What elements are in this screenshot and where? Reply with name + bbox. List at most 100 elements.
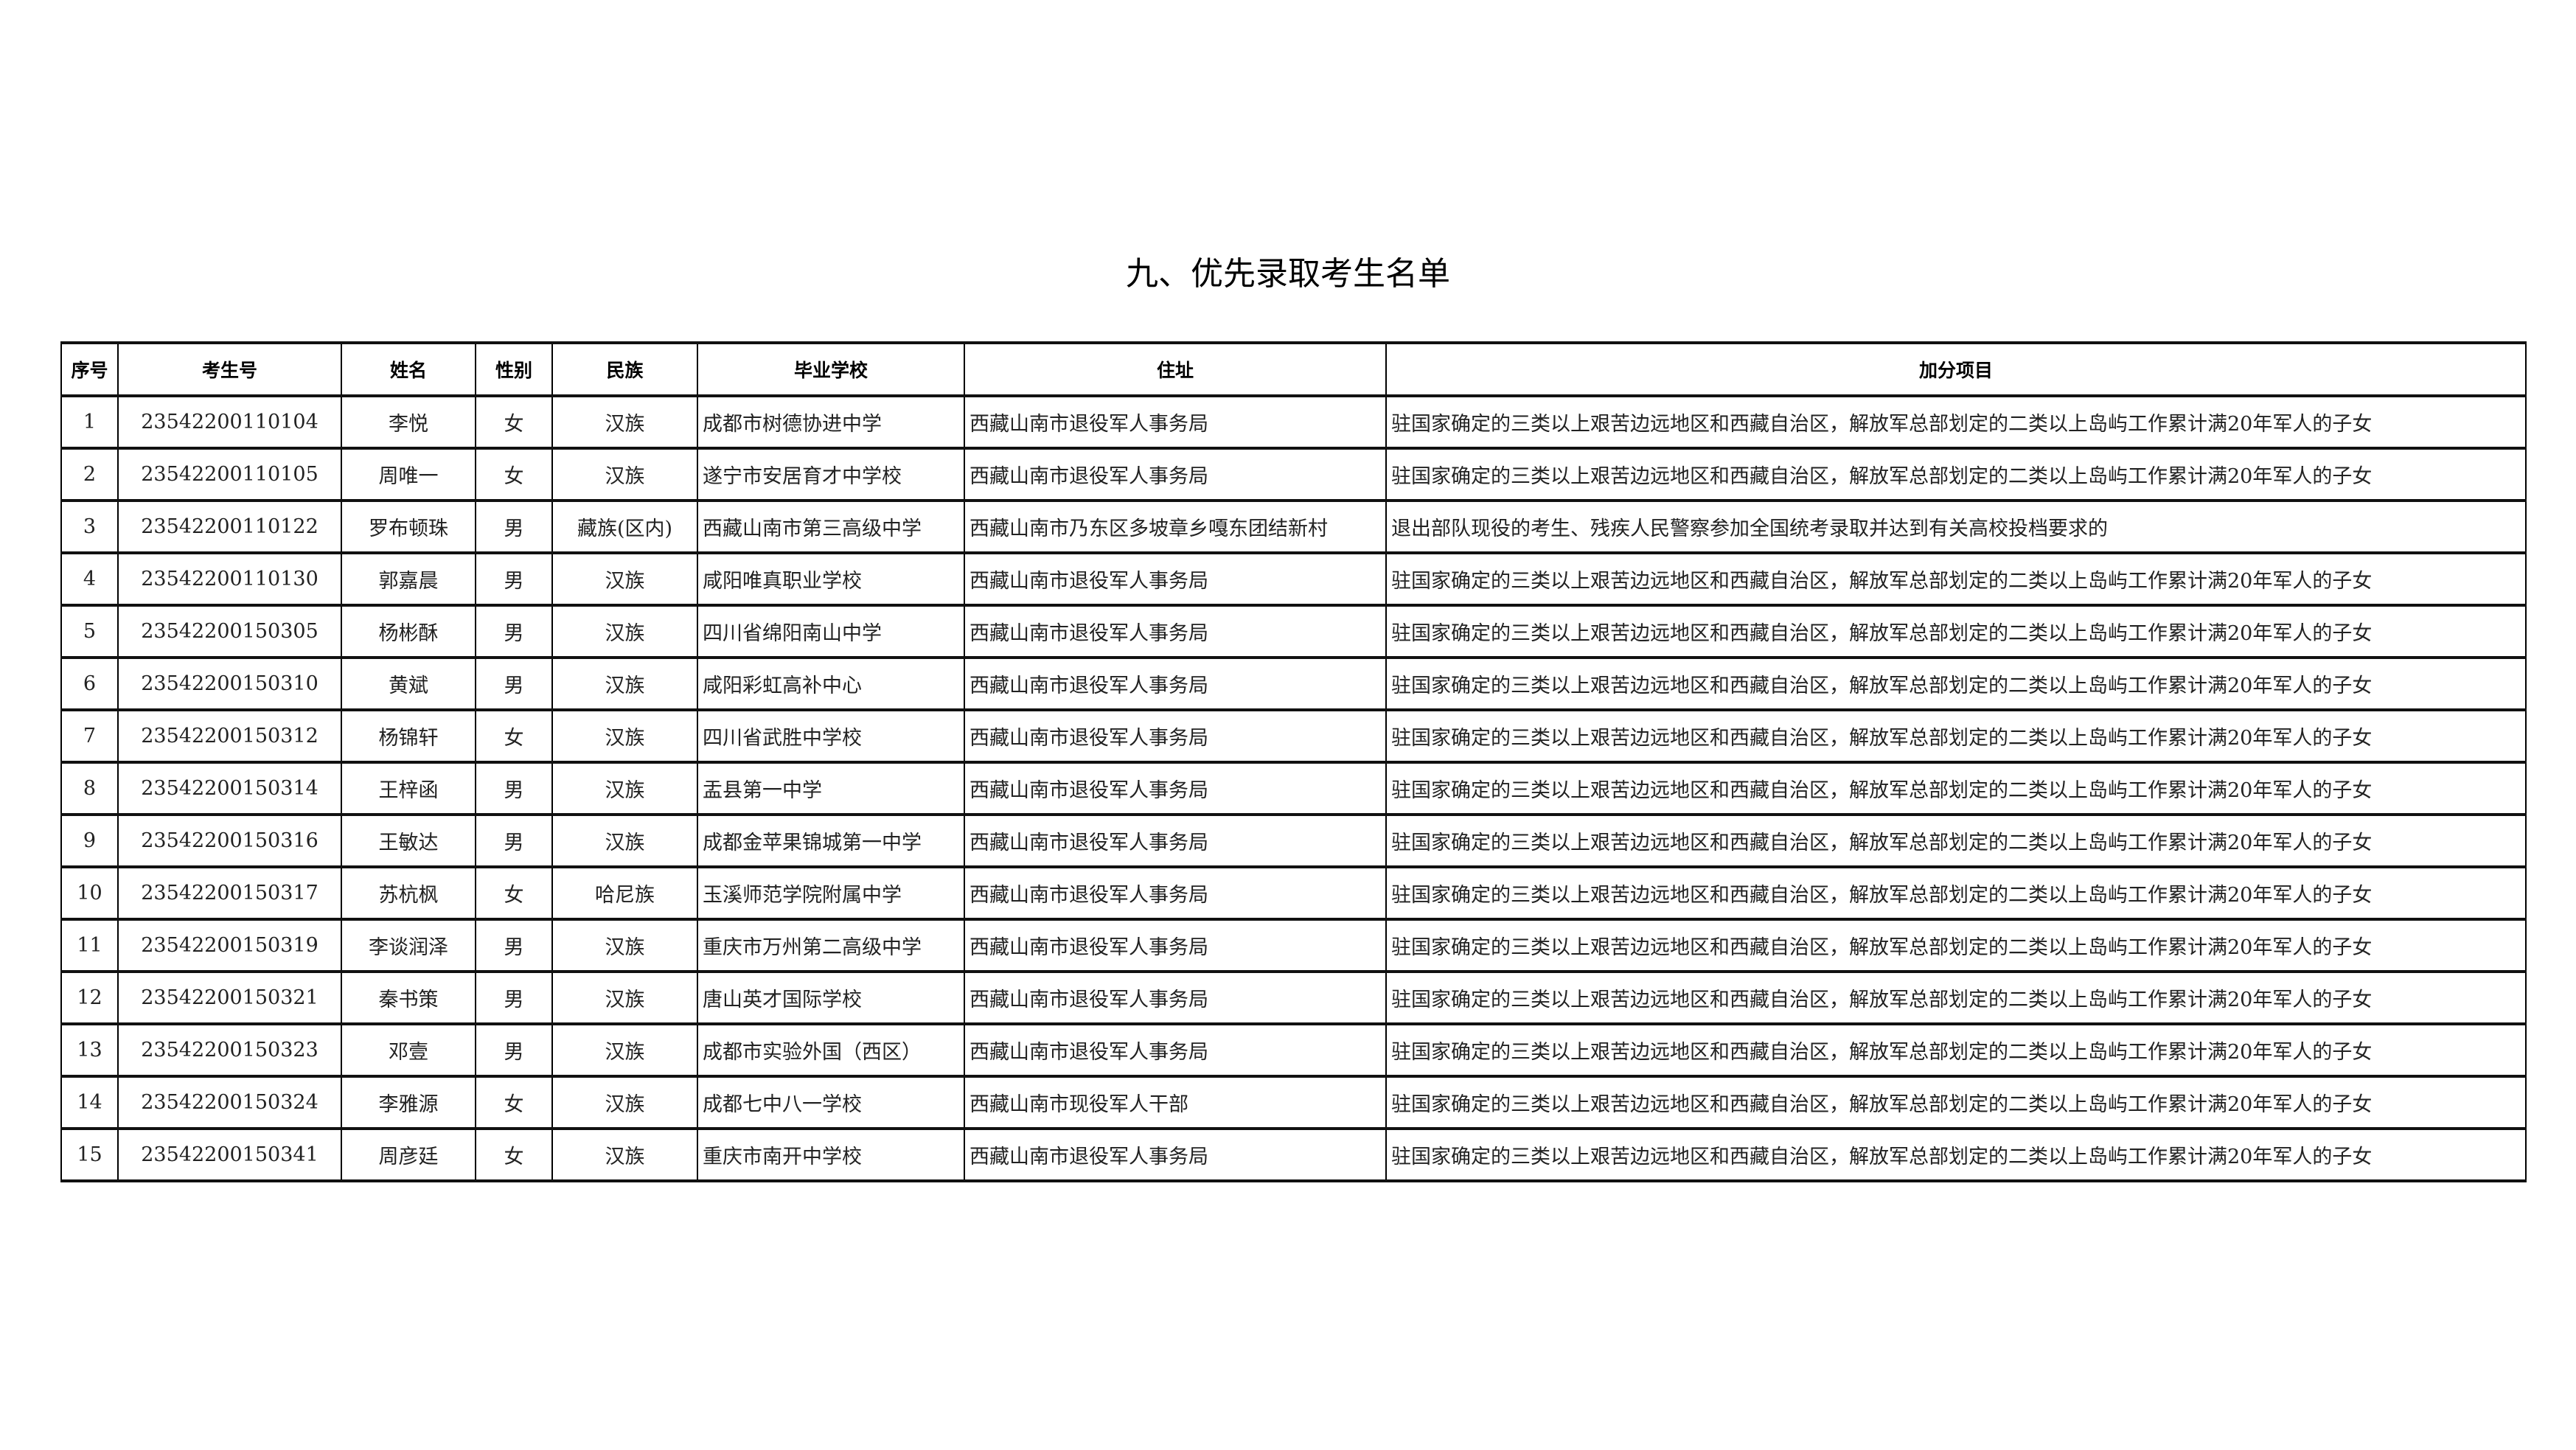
cell-ethnicity: 哈尼族 xyxy=(551,865,698,921)
table-row: 15 23542200150341 周彦廷女汉族 重庆市南开中学校 西藏山南市退役军人事… xyxy=(60,1127,2527,1182)
table-row: 5 23542200150305 杨彬酥男汉族 四川省绵阳南山中学 西藏山南市退役军人事… xyxy=(60,604,2527,659)
table-row: 14 23542200150324 李雅源女汉族 成都七中八一学校 西藏山南市现役军人干… xyxy=(60,1075,2527,1130)
cell-name: 李雅源 xyxy=(341,1075,476,1130)
cell-exam-number: 23542200110104 xyxy=(117,394,342,450)
cell-exam-number: 23542200150305 xyxy=(117,604,342,659)
page-title: 九、优先录取考生名单 xyxy=(1126,255,1450,293)
cell-name: 杨彬酥 xyxy=(341,604,476,659)
cell-gender: 男 xyxy=(475,1022,553,1078)
cell-name: 李悦 xyxy=(341,394,476,450)
table-row: 1 23542200110104 李悦女汉族 成都市树德协进中学 西藏山南市退役军人事务… xyxy=(60,394,2527,450)
cell-bonus-item: 驻国家确定的三类以上艰苦边远地区和西藏自治区，解放军总部划定的二类以上岛屿工作累… xyxy=(1385,1127,2527,1182)
cell-bonus-item: 驻国家确定的三类以上艰苦边远地区和西藏自治区，解放军总部划定的二类以上岛屿工作累… xyxy=(1385,1075,2527,1130)
column-header-gender: 性别 xyxy=(475,341,553,397)
cell-address: 西藏山南市退役军人事务局 xyxy=(964,865,1387,921)
column-header-exam-number: 考生号 xyxy=(117,341,342,397)
cell-address: 西藏山南市退役军人事务局 xyxy=(964,813,1387,868)
cell-exam-number: 23542200150341 xyxy=(117,1127,342,1182)
cell-bonus-item: 驻国家确定的三类以上艰苦边远地区和西藏自治区，解放军总部划定的二类以上岛屿工作累… xyxy=(1385,656,2527,711)
cell-seq: 4 xyxy=(60,551,119,607)
cell-gender: 女 xyxy=(475,1075,553,1130)
cell-ethnicity: 汉族 xyxy=(551,1075,698,1130)
cell-ethnicity: 汉族 xyxy=(551,394,698,450)
cell-school: 咸阳彩虹高补中心 xyxy=(697,656,965,711)
cell-name: 邓壹 xyxy=(341,1022,476,1078)
cell-name: 郭嘉晨 xyxy=(341,551,476,607)
table-row: 12 23542200150321 秦书策男汉族 唐山英才国际学校 西藏山南市退役军人事… xyxy=(60,970,2527,1025)
cell-bonus-item: 驻国家确定的三类以上艰苦边远地区和西藏自治区，解放军总部划定的二类以上岛屿工作累… xyxy=(1385,865,2527,921)
cell-seq: 6 xyxy=(60,656,119,711)
cell-gender: 男 xyxy=(475,656,553,711)
cell-name: 王梓函 xyxy=(341,761,476,816)
cell-gender: 女 xyxy=(475,394,553,450)
cell-address: 西藏山南市退役军人事务局 xyxy=(964,1127,1387,1182)
cell-bonus-item: 驻国家确定的三类以上艰苦边远地区和西藏自治区，解放军总部划定的二类以上岛屿工作累… xyxy=(1385,970,2527,1025)
cell-ethnicity: 藏族(区内) xyxy=(551,499,698,554)
cell-address: 西藏山南市退役军人事务局 xyxy=(964,551,1387,607)
cell-gender: 女 xyxy=(475,708,553,764)
cell-school: 四川省绵阳南山中学 xyxy=(697,604,965,659)
cell-exam-number: 23542200150310 xyxy=(117,656,342,711)
cell-ethnicity: 汉族 xyxy=(551,551,698,607)
cell-school: 西藏山南市第三高级中学 xyxy=(697,499,965,554)
cell-address: 西藏山南市退役军人事务局 xyxy=(964,708,1387,764)
cell-school: 重庆市万州第二高级中学 xyxy=(697,918,965,973)
cell-gender: 男 xyxy=(475,970,553,1025)
cell-address: 西藏山南市退役军人事务局 xyxy=(964,604,1387,659)
cell-bonus-item: 驻国家确定的三类以上艰苦边远地区和西藏自治区，解放军总部划定的二类以上岛屿工作累… xyxy=(1385,708,2527,764)
cell-exam-number: 23542200150324 xyxy=(117,1075,342,1130)
table-row: 10 23542200150317 苏杭枫女哈尼族 玉溪师范学院附属中学 西藏山南市退役… xyxy=(60,865,2527,921)
cell-school: 咸阳唯真职业学校 xyxy=(697,551,965,607)
cell-exam-number: 23542200150312 xyxy=(117,708,342,764)
cell-address: 西藏山南市退役军人事务局 xyxy=(964,918,1387,973)
cell-address: 西藏山南市现役军人干部 xyxy=(964,1075,1387,1130)
cell-seq: 3 xyxy=(60,499,119,554)
cell-ethnicity: 汉族 xyxy=(551,708,698,764)
cell-school: 重庆市南开中学校 xyxy=(697,1127,965,1182)
cell-name: 秦书策 xyxy=(341,970,476,1025)
cell-ethnicity: 汉族 xyxy=(551,604,698,659)
column-header-name: 姓名 xyxy=(341,341,476,397)
cell-gender: 男 xyxy=(475,813,553,868)
cell-bonus-item: 驻国家确定的三类以上艰苦边远地区和西藏自治区，解放军总部划定的二类以上岛屿工作累… xyxy=(1385,918,2527,973)
cell-school: 玉溪师范学院附属中学 xyxy=(697,865,965,921)
cell-school: 盂县第一中学 xyxy=(697,761,965,816)
cell-address: 西藏山南市退役军人事务局 xyxy=(964,970,1387,1025)
cell-exam-number: 23542200150314 xyxy=(117,761,342,816)
column-header-seq: 序号 xyxy=(60,341,119,397)
column-header-school: 毕业学校 xyxy=(697,341,965,397)
cell-seq: 8 xyxy=(60,761,119,816)
cell-exam-number: 23542200150317 xyxy=(117,865,342,921)
table-row: 9 23542200150316 王敏达男汉族 成都金苹果锦城第一中学 西藏山南市退役军… xyxy=(60,813,2527,868)
cell-seq: 9 xyxy=(60,813,119,868)
cell-name: 黄斌 xyxy=(341,656,476,711)
cell-ethnicity: 汉族 xyxy=(551,1022,698,1078)
cell-seq: 5 xyxy=(60,604,119,659)
cell-seq: 2 xyxy=(60,447,119,502)
cell-school: 四川省武胜中学校 xyxy=(697,708,965,764)
cell-ethnicity: 汉族 xyxy=(551,761,698,816)
table-row: 13 23542200150323 邓壹男汉族 成都市实验外国（西区） 西藏山南市退役军… xyxy=(60,1022,2527,1078)
cell-seq: 11 xyxy=(60,918,119,973)
cell-bonus-item: 驻国家确定的三类以上艰苦边远地区和西藏自治区，解放军总部划定的二类以上岛屿工作累… xyxy=(1385,813,2527,868)
cell-bonus-item: 退出部队现役的考生、残疾人民警察参加全国统考录取并达到有关高校投档要求的 xyxy=(1385,499,2527,554)
column-header-ethnicity: 民族 xyxy=(551,341,698,397)
cell-name: 罗布顿珠 xyxy=(341,499,476,554)
cell-exam-number: 23542200110105 xyxy=(117,447,342,502)
table-row: 11 23542200150319 李谈润泽男汉族 重庆市万州第二高级中学 西藏山南市退… xyxy=(60,918,2527,973)
cell-exam-number: 23542200150316 xyxy=(117,813,342,868)
cell-seq: 15 xyxy=(60,1127,119,1182)
cell-name: 杨锦轩 xyxy=(341,708,476,764)
table-header-row: 序号 考生号 姓名 性别 民族 毕业学校 住址 加分项目 xyxy=(60,341,2527,397)
cell-address: 西藏山南市乃东区多坡章乡嘎东团结新村 xyxy=(964,499,1387,554)
cell-ethnicity: 汉族 xyxy=(551,447,698,502)
cell-exam-number: 23542200150323 xyxy=(117,1022,342,1078)
cell-exam-number: 23542200110130 xyxy=(117,551,342,607)
cell-bonus-item: 驻国家确定的三类以上艰苦边远地区和西藏自治区，解放军总部划定的二类以上岛屿工作累… xyxy=(1385,447,2527,502)
cell-address: 西藏山南市退役军人事务局 xyxy=(964,447,1387,502)
cell-address: 西藏山南市退役军人事务局 xyxy=(964,394,1387,450)
table-row: 2 23542200110105 周唯一女汉族 遂宁市安居育才中学校 西藏山南市退役军人… xyxy=(60,447,2527,502)
cell-gender: 男 xyxy=(475,551,553,607)
cell-exam-number: 23542200150321 xyxy=(117,970,342,1025)
table-row: 6 23542200150310 黄斌男汉族 咸阳彩虹高补中心 西藏山南市退役军人事务局… xyxy=(60,656,2527,711)
